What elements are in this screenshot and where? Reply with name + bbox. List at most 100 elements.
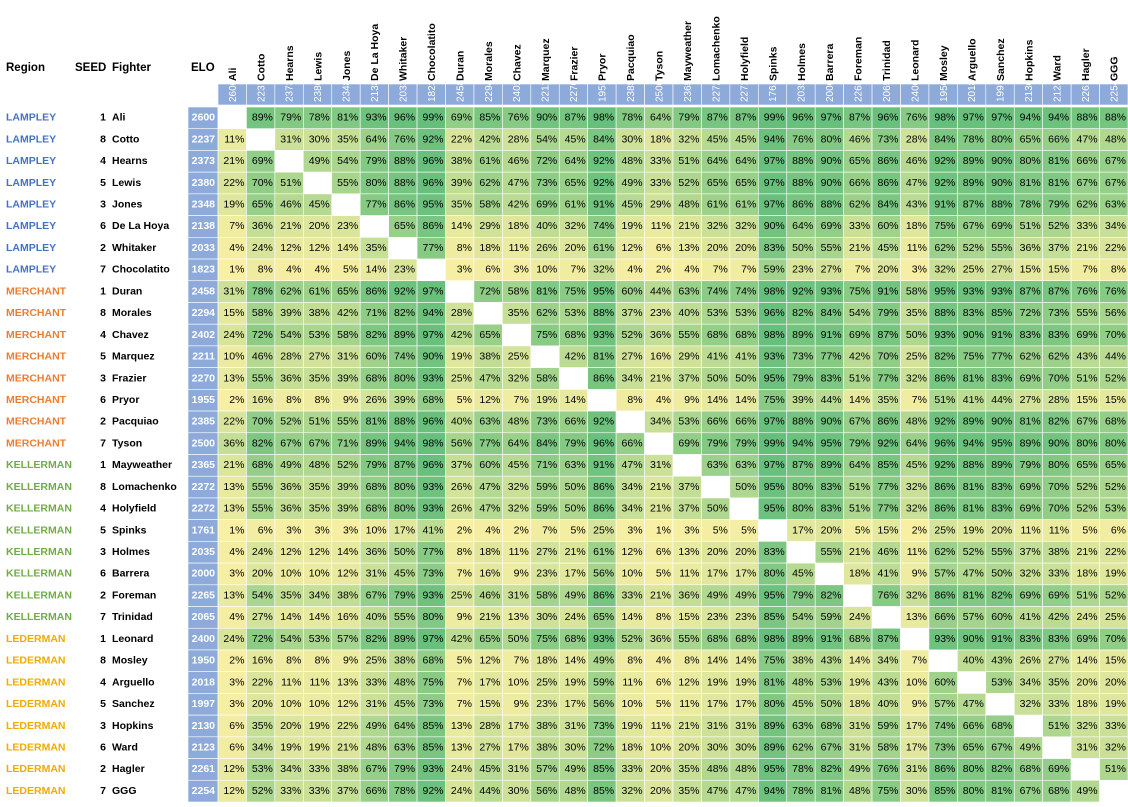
cell-value: 69% [536,199,557,211]
cell-value: 81% [764,676,785,688]
cell-value: 19% [622,720,643,732]
cell-value: 94% [792,437,813,449]
cell-value: 88% [1077,112,1098,124]
cell-value: 39% [337,503,358,515]
cell-value: 20% [252,698,273,710]
cell-value: 68% [707,633,728,645]
fighter: Leonard [112,633,153,645]
cell-value: 46% [906,155,927,167]
cell-value: 19% [963,524,984,536]
cell-value: 68% [252,459,273,471]
cell-value: 62% [536,307,557,319]
cell-value: 3% [457,264,472,276]
cell-value: 55% [991,242,1012,254]
cell-value: 96% [792,112,813,124]
cell-value: 70% [1105,633,1126,645]
cell-value: 23% [394,264,415,276]
cell-value: 45% [565,133,586,145]
cell-value: 52% [622,633,643,645]
cell-value: 74% [394,351,415,363]
elo: 2270 [192,372,216,384]
cell-value: 51% [678,155,699,167]
cell-value: 21% [650,503,671,515]
cell-value: 52% [678,177,699,189]
cell-value: 85% [422,741,443,753]
fighter: Barrera [112,568,150,580]
cell-value: 79% [1048,199,1069,211]
cell-value: 49% [1077,785,1098,797]
cell-value: 33% [1048,698,1069,710]
elo: 2458 [192,285,216,297]
cell-value: 86% [593,589,614,601]
cell-value: 96% [422,459,443,471]
column-fighter: De La Hoya [369,24,381,81]
cell-value: 36% [366,546,387,558]
cell-value: 85% [422,720,443,732]
column-elo: 2254 [1109,79,1120,102]
cell-value: 36% [223,437,244,449]
cell-value: 78% [252,285,273,297]
cell-value: 78% [309,112,330,124]
cell-value: 6% [229,741,244,753]
cell-value: 31% [280,133,301,145]
cell-value: 44% [991,394,1012,406]
cell-value: 73% [536,416,557,428]
cell-value: 94% [764,785,785,797]
cell-value: 88% [792,416,813,428]
cell-value: 14% [707,394,728,406]
elo: 2065 [192,611,216,623]
cell-value: 21% [1077,546,1098,558]
cell-value: 86% [877,155,898,167]
cell-value: 64% [735,155,756,167]
cell-value: 15% [1105,655,1126,667]
cell-value: 15% [678,611,699,623]
cell-value: 29% [678,351,699,363]
cell-value: 3% [684,524,699,536]
cell-value: 14% [849,655,870,667]
cell-value: 81% [593,351,614,363]
region: LAMPLEY [6,133,56,145]
cell-value: 76% [877,589,898,601]
cell-value: 39% [337,372,358,384]
cell-value: 15% [1105,394,1126,406]
cell-value: 82% [991,589,1012,601]
cell-value: 83% [991,372,1012,384]
cell-value: 84% [536,437,557,449]
cell-value: 58% [536,589,557,601]
cell-value: 82% [792,307,813,319]
cell-value: 7% [457,568,472,580]
cell-value: 94% [422,307,443,319]
cell-value: 40% [877,698,898,710]
cell-value: 32% [1020,698,1041,710]
cell-value: 65% [735,177,756,189]
cell-value: 31% [849,720,870,732]
seed: 2 [100,416,106,428]
cell-value: 50% [906,329,927,341]
cell-value: 65% [1105,459,1126,471]
cell-value: 39% [792,394,813,406]
cell-value: 14% [735,394,756,406]
cell-value: 33% [1077,220,1098,232]
cell-value: 32% [906,503,927,515]
cell [502,323,532,347]
cell-value: 86% [934,763,955,775]
cell-value: 4% [229,611,244,623]
cell-value: 47% [479,503,500,515]
cell-value: 44% [1105,351,1126,363]
cell-value: 30% [707,741,728,753]
column-elo: 2123 [1053,79,1064,102]
cell-value: 13% [678,546,699,558]
cell-value: 65% [849,155,870,167]
cell-value: 70% [877,351,898,363]
cell-value: 79% [735,437,756,449]
cell-value: 49% [280,459,301,471]
elo: 2000 [192,568,216,580]
seed: 3 [100,720,106,732]
cell-value: 68% [565,329,586,341]
fighter: Marquez [112,351,155,363]
cell-value: 34% [622,503,643,515]
cell-value: 60% [366,351,387,363]
cell-value: 89% [792,329,813,341]
cell-value: 88% [593,307,614,319]
cell-value: 17% [394,524,415,536]
